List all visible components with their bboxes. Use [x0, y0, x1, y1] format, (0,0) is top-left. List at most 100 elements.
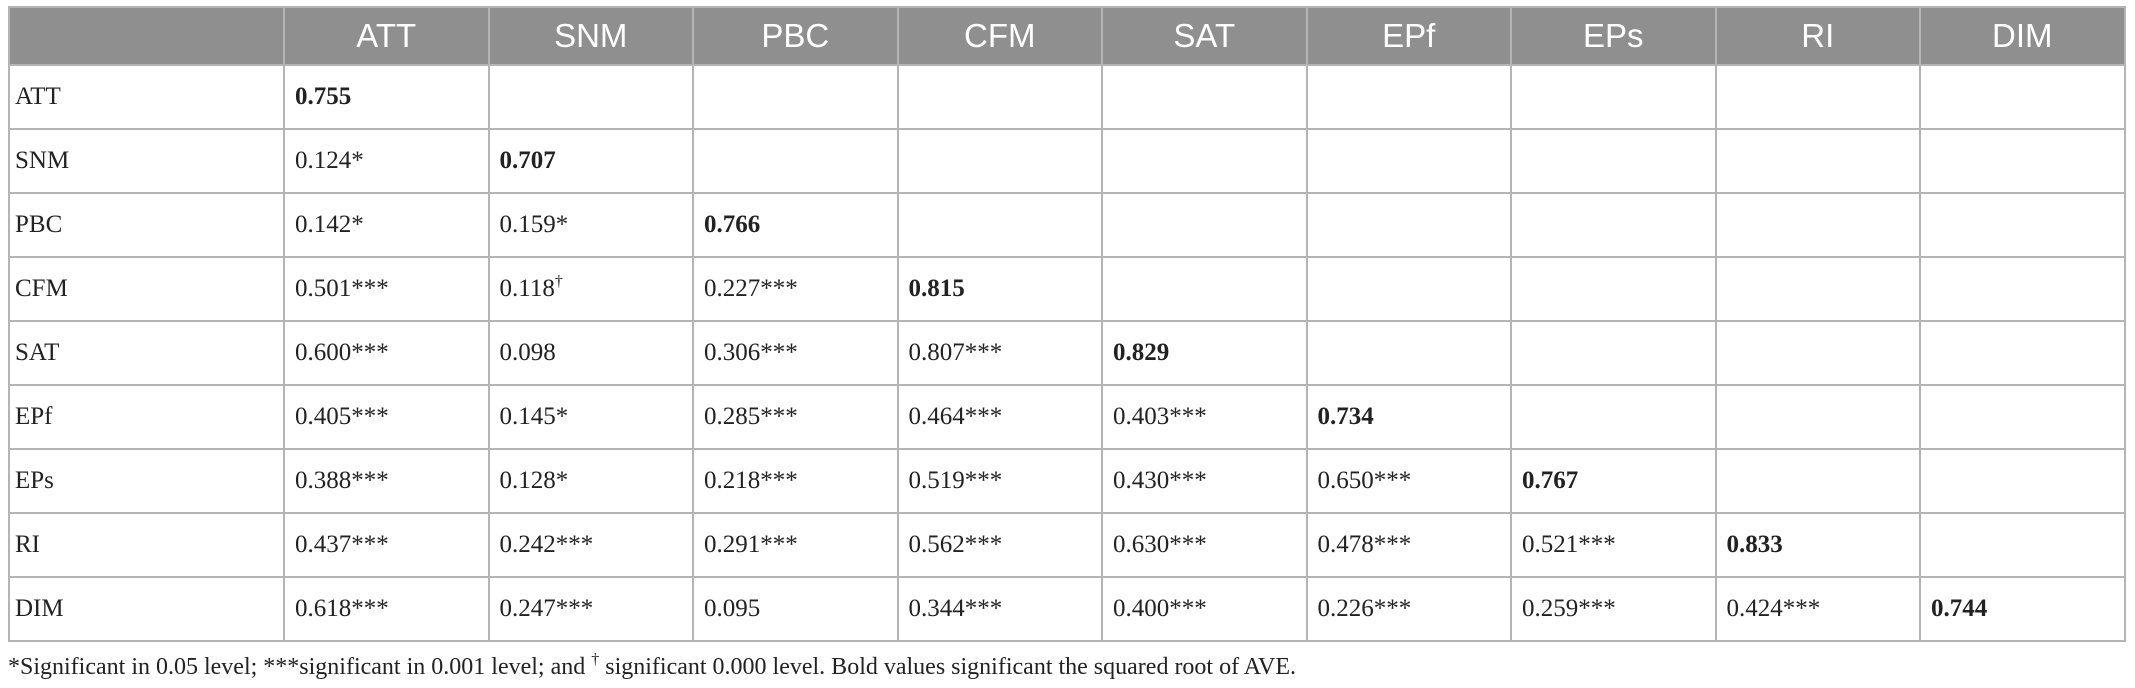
- correlation-cell: [1919, 384, 2126, 450]
- correlation-cell: 0.478***: [1305, 512, 1512, 578]
- correlation-cell: 0.118†: [487, 256, 694, 322]
- correlation-cell: 0.247***: [487, 576, 694, 642]
- column-header-dim: DIM: [1919, 6, 2126, 66]
- column-header-snm: SNM: [487, 6, 694, 66]
- correlation-cell: [1510, 64, 1717, 130]
- correlation-cell: 0.226***: [1305, 576, 1512, 642]
- correlation-cell: [1919, 320, 2126, 386]
- correlation-cell: [1714, 128, 1921, 194]
- correlation-cell: 0.218***: [692, 448, 899, 514]
- correlation-cell: 0.807***: [896, 320, 1103, 386]
- column-header-epf: EPf: [1305, 6, 1512, 66]
- table-row: RI 0.437*** 0.242*** 0.291*** 0.562*** 0.630*…: [8, 512, 2126, 578]
- correlation-cell: [692, 128, 899, 194]
- correlation-cell: 0.128*: [487, 448, 694, 514]
- correlation-cell: [1510, 192, 1717, 258]
- correlation-cell: 0.259***: [1510, 576, 1717, 642]
- correlation-cell: 0.227***: [692, 256, 899, 322]
- correlation-cell: [1919, 64, 2126, 130]
- correlation-cell: [487, 64, 694, 130]
- column-header-sat: SAT: [1101, 6, 1308, 66]
- correlation-cell: 0.142*: [283, 192, 490, 258]
- correlation-cell: 0.098: [487, 320, 694, 386]
- correlation-cell: [1101, 128, 1308, 194]
- correlation-cell: 0.630***: [1101, 512, 1308, 578]
- dagger-symbol: †: [554, 273, 563, 290]
- correlation-cell: [1305, 256, 1512, 322]
- footnote-dagger-symbol: †: [591, 651, 600, 668]
- correlation-cell: [1510, 384, 1717, 450]
- correlation-cell: 0.618***: [283, 576, 490, 642]
- correlation-cell: 0.650***: [1305, 448, 1512, 514]
- table-row: PBC 0.142* 0.159* 0.766: [8, 192, 2126, 258]
- row-label-snm: SNM: [8, 128, 285, 194]
- correlation-cell: [1305, 320, 1512, 386]
- table-row: DIM 0.618*** 0.247*** 0.095 0.344*** 0.400***…: [8, 576, 2126, 642]
- footnote-text-part2: significant 0.000 level. Bold values sig…: [599, 654, 1296, 680]
- table-body: ATT 0.755 SNM 0.124* 0.707 PBC 0.142* 0.159* 0.7…: [8, 64, 2126, 642]
- correlation-cell: 0.424***: [1714, 576, 1921, 642]
- correlation-cell: [1919, 448, 2126, 514]
- diagonal-value-cell: 0.829: [1101, 320, 1308, 386]
- correlation-cell: [1919, 192, 2126, 258]
- row-label-cfm: CFM: [8, 256, 285, 322]
- correlation-cell: [1714, 384, 1921, 450]
- diagonal-value-cell: 0.815: [896, 256, 1103, 322]
- table-row: ATT 0.755: [8, 64, 2126, 130]
- table-row: CFM 0.501*** 0.118† 0.227*** 0.815: [8, 256, 2126, 322]
- diagonal-value-cell: 0.734: [1305, 384, 1512, 450]
- row-label-att: ATT: [8, 64, 285, 130]
- correlation-cell: [1510, 128, 1717, 194]
- table-row: SAT 0.600*** 0.098 0.306*** 0.807*** 0.829: [8, 320, 2126, 386]
- row-label-eps: EPs: [8, 448, 285, 514]
- correlation-cell: 0.145*: [487, 384, 694, 450]
- diagonal-value-cell: 0.766: [692, 192, 899, 258]
- diagonal-value-cell: 0.755: [283, 64, 490, 130]
- correlation-cell: 0.285***: [692, 384, 899, 450]
- correlation-cell: [1305, 192, 1512, 258]
- diagonal-value-cell: 0.707: [487, 128, 694, 194]
- table-row: EPs 0.388*** 0.128* 0.218*** 0.519*** 0.430**…: [8, 448, 2126, 514]
- correlation-cell: [896, 64, 1103, 130]
- table-row: EPf 0.405*** 0.145* 0.285*** 0.464*** 0.403**…: [8, 384, 2126, 450]
- column-header-cfm: CFM: [896, 6, 1103, 66]
- correlation-cell: [1101, 192, 1308, 258]
- row-label-ri: RI: [8, 512, 285, 578]
- correlation-cell: 0.400***: [1101, 576, 1308, 642]
- column-header-ri: RI: [1714, 6, 1921, 66]
- correlation-cell: 0.095: [692, 576, 899, 642]
- correlation-cell: 0.437***: [283, 512, 490, 578]
- correlation-cell: 0.291***: [692, 512, 899, 578]
- row-label-pbc: PBC: [8, 192, 285, 258]
- table-row: SNM 0.124* 0.707: [8, 128, 2126, 194]
- correlation-cell: 0.124*: [283, 128, 490, 194]
- correlation-cell: 0.306***: [692, 320, 899, 386]
- correlation-cell: 0.403***: [1101, 384, 1308, 450]
- correlation-cell: [1305, 128, 1512, 194]
- correlation-cell: [692, 64, 899, 130]
- correlation-cell: [1305, 64, 1512, 130]
- correlation-cell: 0.405***: [283, 384, 490, 450]
- footnote-text-part1: *Significant in 0.05 level; ***significa…: [8, 654, 592, 680]
- correlation-cell: [1510, 320, 1717, 386]
- diagonal-value-cell: 0.767: [1510, 448, 1717, 514]
- correlation-cell: [1101, 64, 1308, 130]
- correlation-cell: 0.159*: [487, 192, 694, 258]
- correlation-cell: 0.242***: [487, 512, 694, 578]
- correlation-cell: [1919, 512, 2126, 578]
- correlation-cell: [1714, 64, 1921, 130]
- correlation-cell: [1919, 128, 2126, 194]
- correlation-cell: 0.501***: [283, 256, 490, 322]
- column-header-pbc: PBC: [692, 6, 899, 66]
- correlation-cell: 0.519***: [896, 448, 1103, 514]
- correlation-cell: [1714, 320, 1921, 386]
- correlation-cell: [896, 128, 1103, 194]
- column-header-att: ATT: [283, 6, 490, 66]
- correlation-cell: [1101, 256, 1308, 322]
- correlation-table: ATT SNM PBC CFM SAT EPf EPs RI DIM ATT 0.755 SNM 0.…: [8, 6, 2126, 642]
- correlation-cell: 0.344***: [896, 576, 1103, 642]
- correlation-cell: 0.430***: [1101, 448, 1308, 514]
- correlation-cell: [1714, 448, 1921, 514]
- correlation-cell: 0.388***: [283, 448, 490, 514]
- row-label-epf: EPf: [8, 384, 285, 450]
